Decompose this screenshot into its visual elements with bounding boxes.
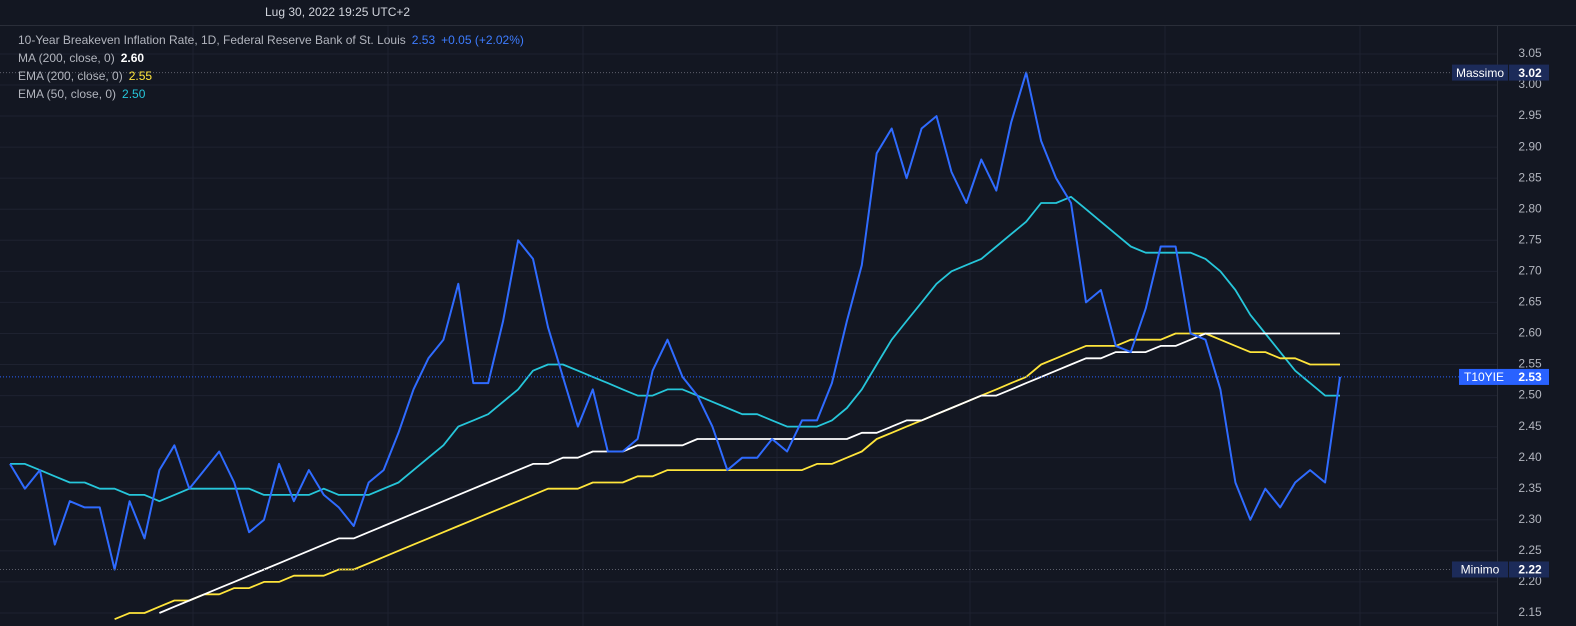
series-line bbox=[9, 71, 1341, 571]
legend-value: 2.60 bbox=[120, 51, 145, 65]
legend-name: EMA (200, close, 0) bbox=[18, 69, 123, 83]
legend-name: MA (200, close, 0) bbox=[18, 51, 115, 65]
y-tick-label: 2.65 bbox=[1518, 295, 1542, 309]
legend-name: EMA (50, close, 0) bbox=[18, 87, 117, 101]
y-tick-label: 2.80 bbox=[1518, 201, 1542, 215]
marker-name-box bbox=[1452, 561, 1508, 578]
legend-value: 2.50 bbox=[122, 87, 146, 101]
marker-value-box bbox=[1509, 368, 1549, 385]
grid bbox=[0, 53, 1497, 614]
price-markers: Massimo 3.02 T10YIE 2.53 Minimo 2.22 bbox=[0, 64, 1549, 578]
y-tick-label: 3.00 bbox=[1518, 77, 1542, 91]
plot bbox=[9, 71, 1341, 621]
marker-name-box bbox=[1452, 64, 1508, 81]
marker-value-box bbox=[1509, 561, 1549, 578]
series-line bbox=[159, 332, 1340, 614]
date-header: Lug 30, 2022 19:25 UTC+2 bbox=[265, 5, 411, 19]
y-tick-label: 2.55 bbox=[1518, 357, 1542, 371]
legend-change: +0.05 (+2.02%) bbox=[441, 33, 524, 47]
y-tick-label: 2.35 bbox=[1518, 481, 1542, 495]
y-tick-label: 2.95 bbox=[1518, 108, 1542, 122]
marker-label: Massimo bbox=[1456, 66, 1504, 80]
legend-row: MA (200, close, 0) 2.60 bbox=[18, 49, 530, 67]
y-tick-label: 2.15 bbox=[1518, 605, 1542, 619]
legend-value: 2.55 bbox=[128, 69, 153, 83]
y-tick-label: 2.45 bbox=[1518, 419, 1542, 433]
legend: 10-Year Breakeven Inflation Rate, 1D, Fe… bbox=[18, 31, 530, 103]
y-tick-label: 2.60 bbox=[1518, 326, 1542, 340]
y-tick-label: 2.75 bbox=[1518, 232, 1542, 246]
marker-value-box bbox=[1509, 64, 1549, 81]
price-axis: 2.15 2.20 2.25 2.30 2.35 2.40 2.45 2.50 2.55 2.60… bbox=[1518, 46, 1542, 619]
y-tick-label: 2.25 bbox=[1518, 543, 1542, 557]
marker-name-box bbox=[1459, 368, 1509, 385]
marker-label: T10YIE bbox=[1464, 370, 1504, 384]
series-line bbox=[114, 332, 1340, 621]
y-tick-label: 2.90 bbox=[1518, 139, 1542, 153]
legend-row: EMA (200, close, 0) 2.55 bbox=[18, 67, 530, 85]
y-tick-label: 2.40 bbox=[1518, 450, 1542, 464]
legend-value: 2.53 bbox=[411, 33, 436, 47]
y-tick-label: 2.30 bbox=[1518, 512, 1542, 526]
y-tick-label: 2.85 bbox=[1518, 170, 1542, 184]
y-tick-label: 3.05 bbox=[1518, 46, 1542, 60]
series-line bbox=[10, 195, 1340, 503]
marker-value: 2.53 bbox=[1518, 370, 1542, 384]
legend-row: EMA (50, close, 0) 2.50 bbox=[18, 85, 530, 103]
marker-label: Minimo bbox=[1461, 563, 1500, 577]
time-grid bbox=[192, 26, 1361, 626]
y-tick-label: 2.50 bbox=[1518, 388, 1542, 402]
y-tick-label: 2.20 bbox=[1518, 574, 1542, 588]
marker-value: 2.22 bbox=[1518, 563, 1542, 577]
marker-value: 3.02 bbox=[1518, 66, 1542, 80]
y-tick-label: 2.70 bbox=[1518, 264, 1542, 278]
legend-name: 10-Year Breakeven Inflation Rate, 1D, Fe… bbox=[18, 33, 406, 47]
legend-row: 10-Year Breakeven Inflation Rate, 1D, Fe… bbox=[18, 31, 530, 49]
